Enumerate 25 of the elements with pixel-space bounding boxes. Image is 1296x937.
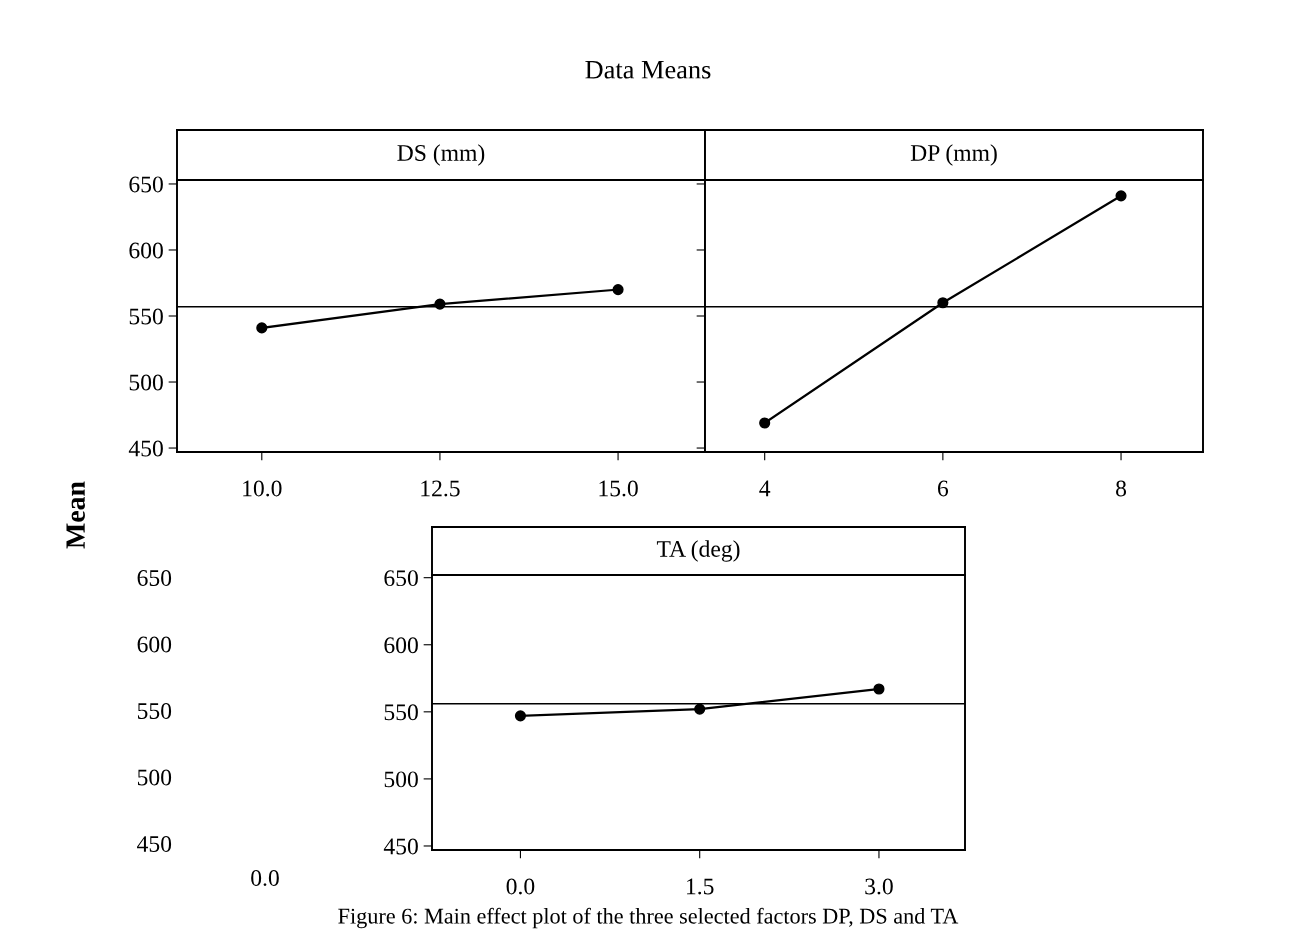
y-tick-label: 600 xyxy=(384,637,418,654)
x-tick-label: 1.5 xyxy=(687,878,714,895)
x-tick-label: 6 xyxy=(937,480,949,497)
y-tick-label: 550 xyxy=(384,704,418,721)
y-tick-label: 650 xyxy=(129,176,163,193)
y-tick-label: 500 xyxy=(129,374,163,391)
chart-title: DP (mm) xyxy=(910,144,997,166)
caption: Figure 6: Main effect plot of the three selected factors DP, DS and TA xyxy=(338,907,959,929)
x-tick-label: 0.0 xyxy=(506,878,535,895)
x-tick-label: 4 xyxy=(759,480,771,497)
x-tick-label: 15.0 xyxy=(599,480,638,497)
y-axis-title: Mean xyxy=(66,481,85,549)
y-tick-label: 550 xyxy=(129,308,163,325)
y-tick-label: 500 xyxy=(384,771,418,788)
x-tick-label: 3.0 xyxy=(865,878,893,895)
text: Data Means xyxy=(585,61,711,79)
x-tick-label: 10.0 xyxy=(243,480,282,497)
x-tick-label: 12.5 xyxy=(421,480,460,497)
y-tick-label: 450 xyxy=(383,838,418,855)
y-tick-label: 450 xyxy=(128,440,163,457)
y-tick-label: 650 xyxy=(384,570,418,587)
chart-title: DS (mm) xyxy=(397,144,485,166)
y-tick-label: 600 xyxy=(129,242,163,259)
x-tick-label: 8 xyxy=(1116,480,1127,497)
chart-title: TA (deg) xyxy=(656,540,740,562)
